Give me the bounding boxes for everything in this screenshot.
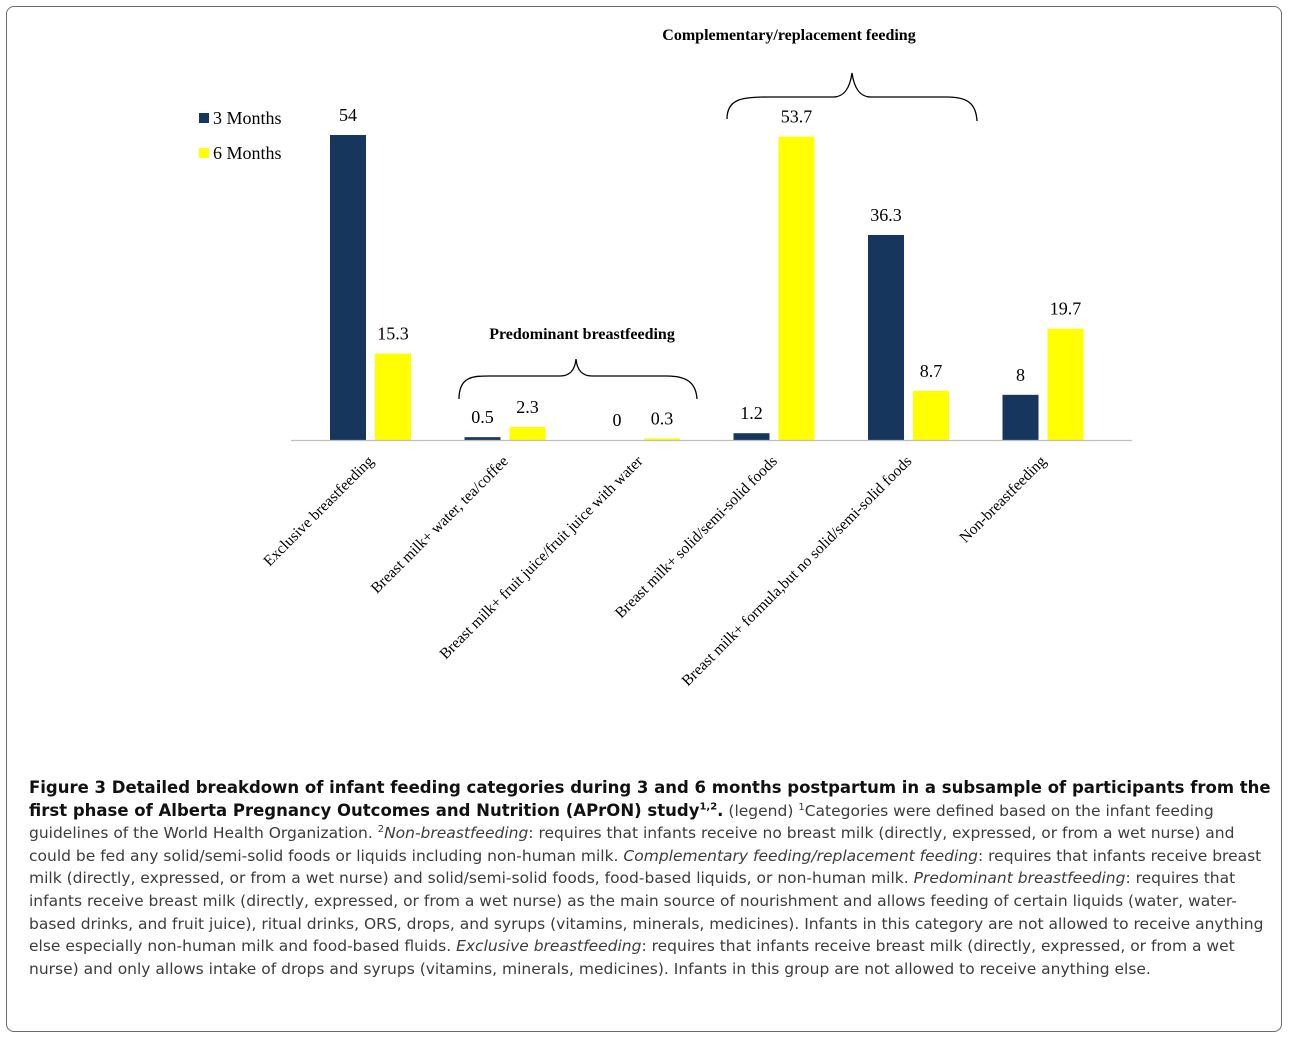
caption-term-comp: Complementary feeding/replacement feedin… <box>623 846 978 865</box>
bar-6-months-non-breastfeeding <box>1047 328 1084 440</box>
figure-frame: 54 15.3 0.5 2.3 0 0.3 1.2 53.7 36.3 8.7 8 19.7 Excl… <box>6 6 1282 1032</box>
category-label-breast-milk-water-tea-coffee: Breast milk+ water, tea/coffee <box>368 453 512 597</box>
bar-3-months-breast-milk-solid-semi-solid-foods <box>733 433 770 440</box>
caption-term-pred: Predominant breastfeeding <box>913 869 1126 888</box>
predominant-label: Predominant breastfeeding <box>489 326 675 343</box>
caption-legend-tag: (legend) <box>728 801 794 820</box>
bar-6-months-breast-milk-formula-but-no-solid-semi-solid-foods <box>913 390 949 440</box>
category-label-non-breastfeeding: Non-breastfeeding <box>956 453 1050 547</box>
data-label-3-months-exclusive-breastfeeding: 54 <box>339 105 357 125</box>
predominant-brace <box>458 358 698 400</box>
data-label-3-months-breast-milk-fruit-juice-fruit-juice-with-water: 0 <box>613 410 622 430</box>
category-label-breast-milk-formula-but-no-solid-semi-solid-foods: Breast milk+ formula,but no solid/semi-s… <box>679 453 916 690</box>
legend-label-6-months: 6 Months <box>213 143 282 163</box>
data-label-3-months-non-breastfeeding: 8 <box>1016 365 1025 385</box>
complementary-label: Complementary/replacement feeding <box>662 27 915 44</box>
data-label-6-months-non-breastfeeding: 19.7 <box>1050 299 1082 319</box>
data-label-3-months-breast-milk-formula-but-no-solid-semi-solid-foods: 36.3 <box>870 205 902 225</box>
figure-caption: Figure 3 Detailed breakdown of infant fe… <box>29 778 1271 978</box>
bar-6-months-exclusive-breastfeeding <box>375 353 411 440</box>
caption-note-1: Categories were defined based on the inf… <box>29 801 1214 843</box>
caption-title: Figure 3 Detailed breakdown of infant fe… <box>29 778 1271 820</box>
legend-label-3-months: 3 Months <box>213 108 282 128</box>
bar-6-months-breast-milk-solid-semi-solid-foods <box>778 136 815 440</box>
legend-swatch-3-months <box>199 113 209 123</box>
data-label-6-months-exclusive-breastfeeding: 15.3 <box>377 324 409 344</box>
caption-term-excl: Exclusive breastfeeding <box>456 937 642 956</box>
bar-3-months-non-breastfeeding <box>1002 394 1039 440</box>
data-label-3-months-breast-milk-solid-semi-solid-foods: 1.2 <box>740 403 763 423</box>
legend-swatch-6-months <box>199 148 209 158</box>
bar-6-months-breast-milk-water-tea-coffee <box>509 427 546 440</box>
data-label-6-months-breast-milk-water-tea-coffee: 2.3 <box>516 397 539 417</box>
bar-3-months-breast-milk-formula-but-no-solid-semi-solid-foods <box>868 234 904 440</box>
data-label-6-months-breast-milk-solid-semi-solid-foods: 53.7 <box>781 107 813 127</box>
bar-6-months-breast-milk-fruit-juice-fruit-juice-with-water <box>644 438 680 440</box>
bar-3-months-breast-milk-water-tea-coffee <box>464 437 501 440</box>
data-label-3-months-breast-milk-water-tea-coffee: 0.5 <box>471 407 494 427</box>
data-label-6-months-breast-milk-formula-but-no-solid-semi-solid-foods: 8.7 <box>920 361 943 381</box>
bar-chart: 54 15.3 0.5 2.3 0 0.3 1.2 53.7 36.3 8.7 8 19.7 Excl… <box>199 27 1132 690</box>
complementary-brace <box>726 72 978 122</box>
category-label-breast-milk-solid-semi-solid-foods: Breast milk+ solid/semi-solid foods <box>612 453 781 622</box>
caption-term-non: Non-breastfeeding <box>384 824 529 843</box>
bar-3-months-exclusive-breastfeeding <box>330 135 366 440</box>
category-label-exclusive-breastfeeding: Exclusive breastfeeding <box>260 453 377 570</box>
data-label-6-months-breast-milk-fruit-juice-fruit-juice-with-water: 0.3 <box>651 408 674 428</box>
